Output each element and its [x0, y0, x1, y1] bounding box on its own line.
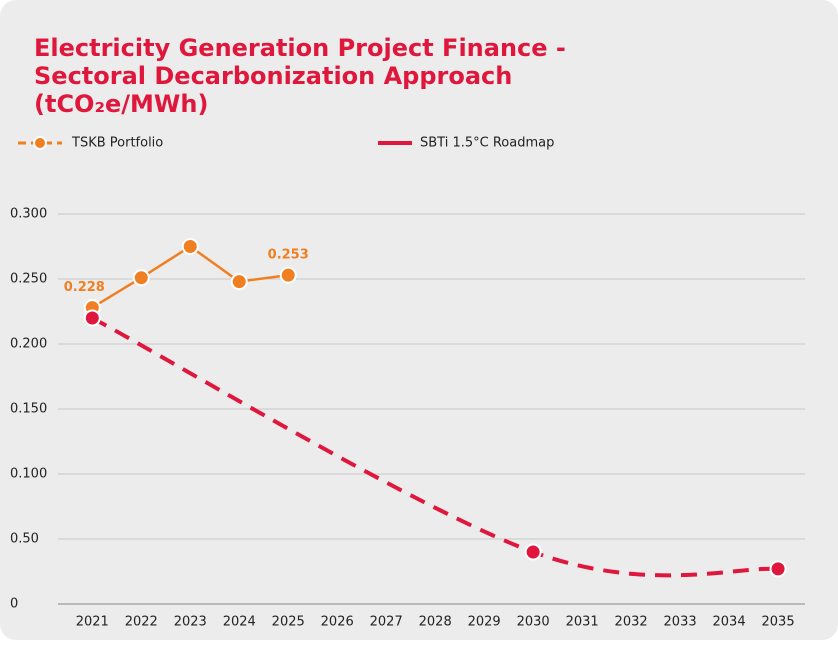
- point: [83, 309, 101, 327]
- chart-title: Electricity Generation Project Finance -…: [34, 34, 566, 118]
- legend-label: TSKB Portfolio: [71, 136, 163, 151]
- x-tick-label: 2034: [713, 615, 746, 630]
- point: [132, 269, 150, 287]
- y-tick-label: 0.50: [10, 532, 39, 547]
- x-tick-label: 2025: [272, 615, 305, 630]
- y-tick-label: 0.250: [10, 272, 47, 287]
- x-tick-label: 2023: [174, 615, 207, 630]
- x-tick-label: 2028: [419, 615, 452, 630]
- legend-label: SBTi 1.5°C Roadmap: [420, 136, 554, 151]
- x-tick-label: 2029: [468, 615, 501, 630]
- series-line: [91, 316, 779, 578]
- x-tick-label: 2027: [370, 615, 403, 630]
- point: [769, 560, 787, 578]
- y-tick-label: 0.150: [10, 402, 47, 417]
- x-tick-label: 2022: [125, 615, 158, 630]
- x-tick-label: 2021: [76, 615, 109, 630]
- card: [0, 0, 838, 640]
- x-tick-label: 2035: [762, 615, 795, 630]
- series-line: [91, 244, 289, 309]
- data-label: 0.228: [64, 280, 105, 295]
- point: [181, 238, 199, 255]
- x-tick-label: 2030: [517, 615, 550, 630]
- point: [230, 273, 248, 291]
- y-tick-label: 0.100: [10, 467, 47, 482]
- x-tick-label: 2026: [321, 615, 354, 630]
- legend-marker: [33, 136, 47, 150]
- x-tick-label: 2024: [223, 615, 256, 630]
- x-tick-label: 2033: [664, 615, 697, 630]
- y-tick-label: 0.200: [10, 337, 47, 352]
- point: [524, 543, 542, 561]
- y-tick-label: 0.300: [10, 207, 47, 222]
- point: [279, 266, 297, 284]
- x-tick-label: 2031: [566, 615, 599, 630]
- data-label: 0.253: [268, 248, 309, 263]
- y-tick-label: 0: [10, 597, 18, 612]
- x-tick-label: 2032: [615, 615, 648, 630]
